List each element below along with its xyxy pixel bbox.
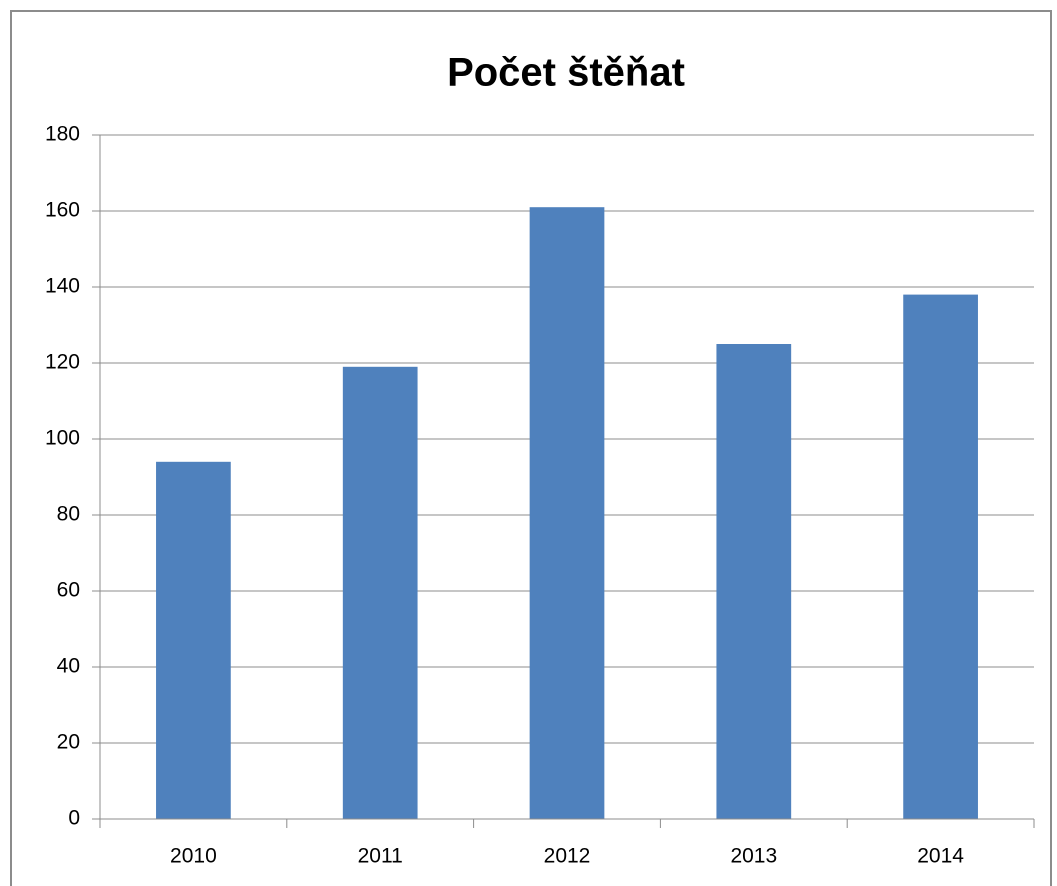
x-tick-label: 2011 (358, 845, 403, 868)
bar (529, 207, 605, 819)
x-tick-label: 2013 (730, 845, 777, 868)
y-tick-label: 160 (45, 199, 80, 222)
y-tick-label: 20 (57, 731, 80, 754)
bar (716, 344, 792, 819)
y-tick-label: 120 (45, 351, 80, 374)
y-tick-label: 40 (57, 655, 80, 678)
x-tick-label: 2012 (544, 845, 591, 868)
y-tick-label: 0 (68, 807, 80, 830)
y-tick-label: 60 (57, 579, 80, 602)
y-tick-label: 100 (45, 427, 80, 450)
bar (903, 294, 978, 820)
bar (156, 461, 231, 819)
bar (342, 366, 418, 819)
chart-title: Počet štěňat (447, 51, 685, 95)
y-tick-label: 180 (45, 123, 80, 146)
x-tick-label: 2014 (917, 845, 964, 868)
x-tick-label: 2010 (170, 845, 217, 868)
y-tick-label: 80 (57, 503, 80, 526)
y-tick-label: 140 (45, 275, 80, 298)
